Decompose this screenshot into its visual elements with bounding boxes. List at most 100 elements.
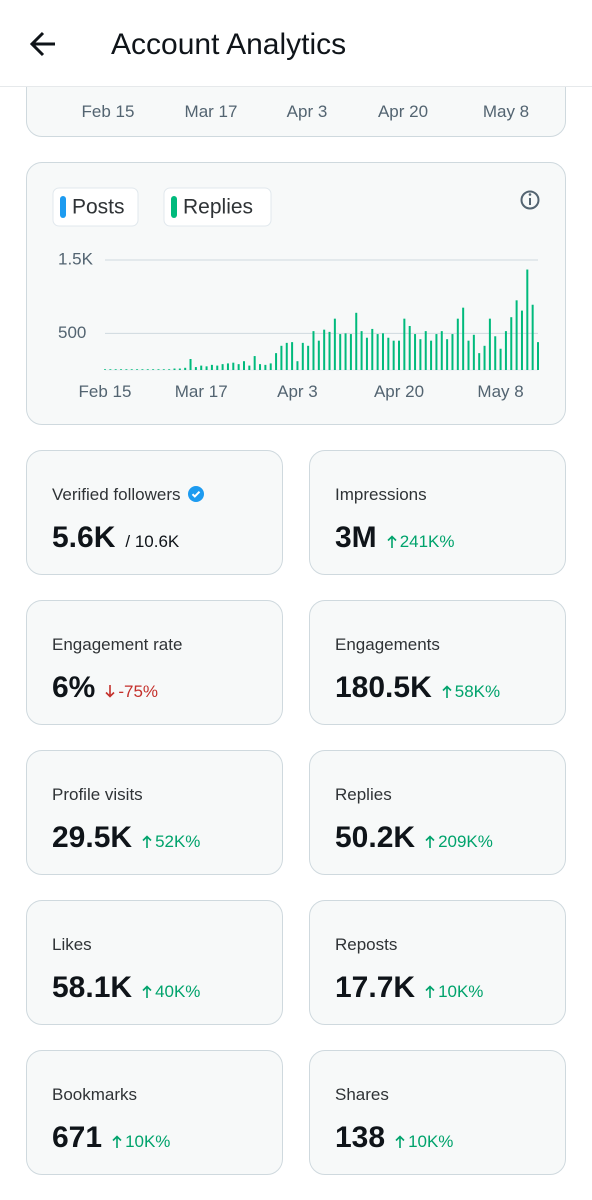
- arrow-icon: [425, 835, 435, 848]
- bar: [269, 363, 272, 370]
- change-arrow: [395, 1134, 405, 1151]
- arrow-icon: [112, 1135, 122, 1148]
- stat-value: 29.5K 52K%: [52, 821, 200, 855]
- stat-card: Engagement rate 6% -75%: [26, 600, 283, 725]
- bar: [392, 340, 395, 370]
- legend-item[interactable]: Replies: [163, 187, 272, 227]
- x-tick-label: May 8: [483, 102, 529, 121]
- activity-chart-card: Posts Replies 500 1.5K Feb 15 Mar 17 Apr 3 Apr …: [26, 162, 566, 425]
- stat-number: 17.7K: [335, 971, 416, 1004]
- bar: [376, 334, 379, 370]
- bar: [296, 361, 299, 370]
- bar: [435, 334, 438, 370]
- bar: [381, 333, 384, 370]
- stat-value: 3M 241K%: [335, 521, 455, 555]
- bar: [280, 345, 283, 370]
- stat-value: 138 10K%: [335, 1121, 453, 1155]
- stat-label: Verified followers: [52, 485, 204, 507]
- bar: [301, 342, 304, 370]
- bar: [467, 340, 470, 370]
- x-tick-label: Apr 3: [277, 382, 318, 401]
- change-arrow: [387, 534, 397, 551]
- stat-label: Impressions: [335, 485, 427, 504]
- info-icon[interactable]: [520, 190, 540, 210]
- stat-change: 10K%: [395, 1132, 453, 1151]
- bar: [125, 369, 128, 370]
- bar: [403, 318, 406, 370]
- legend-swatch: [171, 196, 177, 218]
- bar: [494, 336, 497, 370]
- bar: [152, 369, 155, 370]
- stat-label: Profile visits: [52, 785, 143, 804]
- bar: [360, 331, 363, 370]
- bar: [264, 364, 267, 370]
- x-tick-label: Feb 15: [79, 382, 132, 401]
- change-arrow: [425, 984, 435, 1001]
- bar: [237, 364, 240, 370]
- back-button[interactable]: [25, 25, 65, 65]
- arrow-icon: [442, 685, 452, 698]
- bar: [520, 310, 523, 370]
- bar: [328, 331, 331, 370]
- stat-label: Shares: [335, 1085, 389, 1104]
- legend-label: Replies: [183, 196, 253, 219]
- stat-card: Likes 58.1K 40K%: [26, 900, 283, 1025]
- change-value: 58K%: [454, 682, 501, 701]
- bar: [446, 339, 449, 370]
- bar: [173, 368, 176, 370]
- stat-value: 6% -75%: [52, 671, 158, 705]
- stat-card: Bookmarks 671 10K%: [26, 1050, 283, 1175]
- bar: [456, 318, 459, 370]
- change-value: 209K%: [438, 832, 493, 851]
- bar: [109, 369, 112, 370]
- change-value: 241K%: [399, 532, 455, 551]
- bar: [178, 368, 181, 370]
- bar: [141, 369, 144, 370]
- stat-number: 671: [52, 1121, 103, 1154]
- bar: [387, 337, 390, 370]
- arrow-icon: [425, 985, 435, 998]
- bar: [414, 334, 417, 370]
- stat-value: 5.6K / 10.6K: [52, 521, 179, 555]
- stat-number: 58.1K: [52, 971, 133, 1004]
- bar: [510, 317, 513, 370]
- bar: [291, 342, 294, 370]
- bar: [232, 362, 235, 370]
- stat-card: Reposts 17.7K 10K%: [309, 900, 566, 1025]
- y-tick-label: 500: [58, 323, 86, 342]
- bar: [515, 300, 518, 370]
- stat-card: Profile visits 29.5K 52K%: [26, 750, 283, 875]
- stat-card: Replies 50.2K 209K%: [309, 750, 566, 875]
- bar: [221, 364, 224, 370]
- change-value: -75%: [118, 682, 159, 701]
- bar: [210, 364, 213, 370]
- bar: [419, 339, 422, 370]
- bar: [253, 356, 256, 370]
- arrow-icon: [142, 985, 152, 998]
- bar: [189, 359, 192, 370]
- bar: [216, 365, 219, 370]
- stat-value: 671 10K%: [52, 1121, 170, 1155]
- stat-card: Shares 138 10K%: [309, 1050, 566, 1175]
- stat-value: 58.1K 40K%: [52, 971, 200, 1005]
- bar: [285, 342, 288, 370]
- legend-item[interactable]: Posts: [52, 187, 139, 227]
- header: Account Analytics: [0, 0, 592, 87]
- stat-card: Impressions 3M 241K%: [309, 450, 566, 575]
- stat-label: Bookmarks: [52, 1085, 138, 1104]
- change-arrow: [425, 834, 435, 851]
- change-value: 52K%: [155, 832, 201, 851]
- stat-value: 50.2K 209K%: [335, 821, 493, 855]
- bar: [200, 365, 203, 370]
- stat-number: 5.6K: [52, 521, 116, 554]
- change-value: 10K%: [438, 982, 484, 1001]
- arrow-icon: [142, 835, 152, 848]
- bar: [355, 312, 358, 370]
- change-arrow: [105, 684, 115, 701]
- bar: [398, 340, 401, 370]
- bar: [333, 318, 336, 370]
- arrow-icon: [387, 535, 397, 548]
- y-tick-label: 1.5K: [58, 249, 94, 268]
- bar: [531, 304, 534, 370]
- stat-number: 180.5K: [335, 671, 432, 704]
